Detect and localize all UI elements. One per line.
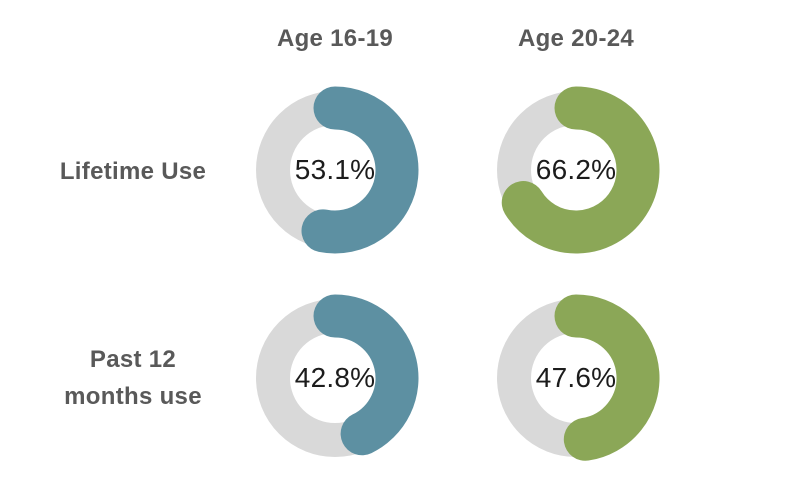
donut-value-label: 42.8%: [294, 362, 376, 393]
column-header-age-20-24: Age 20-24: [517, 25, 635, 52]
row-label-line-2: months use: [64, 383, 202, 410]
donut-value-arc: [313, 294, 419, 456]
donut-past-12-months-age-20-24: 47.6%: [484, 286, 668, 470]
donut-value-arc: [301, 86, 419, 254]
donut-past-12-months-age-16-19: 42.8%: [243, 286, 427, 470]
donut-value-label: 66.2%: [535, 154, 617, 185]
donut-value-label: 47.6%: [535, 362, 617, 393]
row-label-line-1: Past 12: [89, 346, 177, 373]
donut-svg: [256, 294, 419, 457]
donut-svg: [497, 86, 660, 254]
donut-value-label: 53.1%: [294, 154, 376, 185]
column-header-age-16-19: Age 16-19: [276, 25, 394, 52]
donut-value-arc: [554, 294, 660, 461]
donut-value-arc: [501, 86, 660, 254]
donut-lifetime-age-20-24: 66.2%: [484, 78, 668, 262]
donut-svg: [497, 294, 660, 461]
row-label-past-12-months-use: Past 12 months use: [18, 341, 248, 415]
donut-lifetime-age-16-19: 53.1%: [243, 78, 427, 262]
donut-svg: [256, 86, 419, 254]
row-label-lifetime-use: Lifetime Use: [59, 158, 207, 185]
